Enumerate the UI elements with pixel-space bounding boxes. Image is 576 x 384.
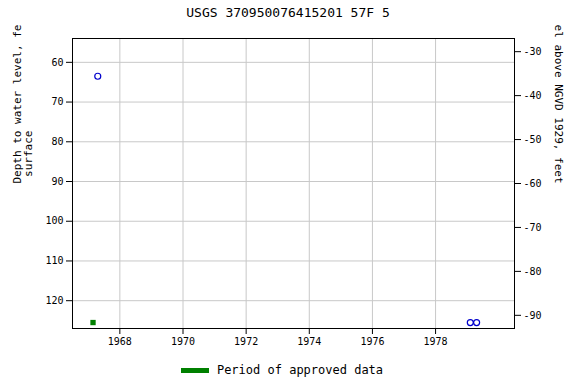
svg-text:Groundwater level above NGVD 1: Groundwater level above NGVD 1929, feet bbox=[552, 24, 565, 184]
svg-text:-30: -30 bbox=[524, 46, 542, 57]
svg-text:1976: 1976 bbox=[360, 336, 384, 347]
svg-text:90: 90 bbox=[51, 176, 63, 187]
svg-text:Depth to water level, feet bel: Depth to water level, feet below land su… bbox=[11, 24, 35, 184]
svg-text:70: 70 bbox=[51, 96, 63, 107]
svg-text:1968: 1968 bbox=[108, 336, 132, 347]
svg-text:1974: 1974 bbox=[297, 336, 321, 347]
svg-text:80: 80 bbox=[51, 136, 63, 147]
html-text:USGS 370950076415201 57F 5: USGS 370950076415201 57F 5 bbox=[186, 5, 390, 20]
svg-text:120: 120 bbox=[45, 295, 63, 306]
svg-text:1978: 1978 bbox=[424, 336, 448, 347]
svg-text:1972: 1972 bbox=[234, 336, 258, 347]
svg-text:-90: -90 bbox=[524, 310, 542, 321]
svg-text:-40: -40 bbox=[524, 90, 542, 101]
svg-text:-70: -70 bbox=[524, 222, 542, 233]
svg-text:110: 110 bbox=[45, 255, 63, 266]
svg-text:60: 60 bbox=[51, 57, 63, 68]
svg-text:-50: -50 bbox=[524, 134, 542, 145]
svg-text:1970: 1970 bbox=[171, 336, 195, 347]
svg-text:-60: -60 bbox=[524, 178, 542, 189]
svg-text:100: 100 bbox=[45, 215, 63, 226]
svg-text:-80: -80 bbox=[524, 266, 542, 277]
html-text:Period of approved data: Period of approved data bbox=[216, 363, 384, 377]
